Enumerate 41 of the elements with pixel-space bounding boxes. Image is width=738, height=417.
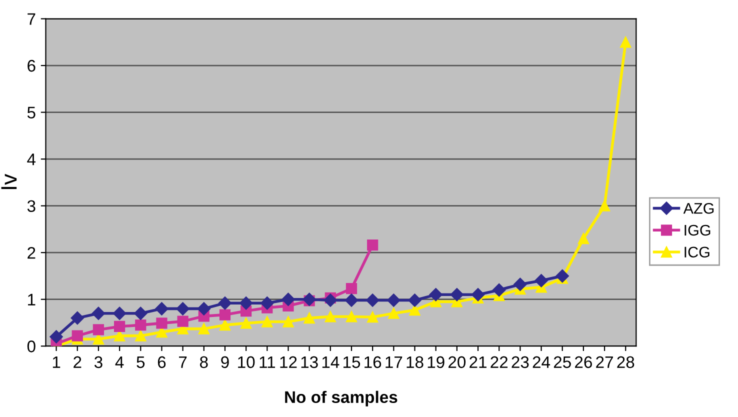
- legend-label: ICG: [684, 246, 710, 258]
- x-tick-label: 10: [238, 356, 255, 368]
- x-tick-label: 3: [94, 356, 102, 368]
- y-tick-label: 3: [27, 200, 36, 212]
- legend-label: AZG: [683, 202, 714, 214]
- x-tick-label: 13: [301, 356, 318, 368]
- y-tick-label: 1: [28, 294, 36, 306]
- x-tick-label: 21: [470, 356, 486, 368]
- y-tick-label: 0: [27, 340, 36, 352]
- x-tick-label: 18: [406, 356, 424, 368]
- x-tick-label: 22: [490, 356, 508, 368]
- y-axis-title: Iv: [1, 174, 17, 190]
- y-tick-label: 2: [28, 246, 36, 259]
- y-tick-label: 7: [28, 13, 36, 25]
- x-tick-label: 20: [448, 356, 466, 368]
- x-tick-label: 27: [596, 356, 613, 368]
- y-tick-label: 5: [27, 106, 36, 118]
- x-tick-label: 1: [52, 356, 60, 368]
- x-tick-label: 26: [575, 356, 592, 368]
- x-tick-label: 16: [364, 356, 382, 368]
- x-axis-title: No of samples: [285, 390, 398, 406]
- x-tick-label: 19: [428, 356, 444, 368]
- x-tick-label: 7: [179, 356, 187, 368]
- x-tick-label: 14: [322, 356, 340, 368]
- x-tick-label: 17: [386, 356, 402, 368]
- x-tick-label: 5: [136, 356, 145, 368]
- x-tick-label: 6: [158, 356, 166, 368]
- legend-label: IGG: [684, 224, 710, 236]
- x-tick-label: 11: [260, 356, 275, 368]
- x-tick-label: 24: [532, 356, 550, 368]
- x-tick-label: 23: [512, 356, 529, 368]
- x-tick-label: 25: [554, 356, 571, 368]
- x-tick-label: 12: [280, 356, 297, 368]
- x-tick-label: 8: [200, 356, 208, 368]
- x-tick-label: 15: [344, 356, 360, 368]
- y-tick-label: 4: [27, 154, 36, 166]
- x-tick-label: 9: [221, 356, 229, 368]
- x-tick-label: 28: [617, 356, 634, 368]
- x-tick-label: 2: [74, 356, 82, 368]
- x-tick-label: 4: [115, 356, 124, 368]
- y-tick-label: 6: [28, 60, 36, 72]
